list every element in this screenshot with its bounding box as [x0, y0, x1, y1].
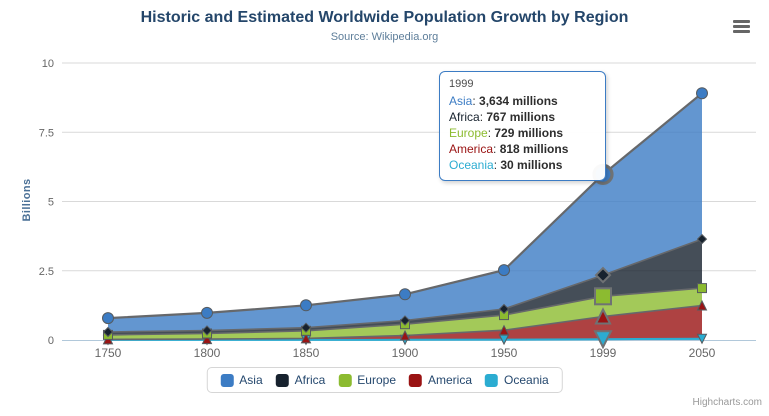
legend-item-asia[interactable]: Asia — [220, 373, 263, 387]
marker-africa-1800[interactable] — [201, 325, 213, 336]
legend-swatch-oceania — [485, 373, 499, 387]
y-tick-label: 0 — [48, 335, 54, 347]
marker-america-1950[interactable] — [498, 324, 510, 336]
hamburger-icon — [733, 20, 750, 23]
area-asia[interactable] — [108, 93, 702, 332]
marker-africa-1750[interactable] — [102, 326, 114, 338]
y-tick-label: 7.5 — [39, 127, 54, 139]
marker-africa-1850[interactable] — [300, 322, 312, 333]
tooltip-row-oceania: Oceania: 30 millions — [449, 158, 563, 172]
x-tick-label: 2050 — [689, 346, 716, 360]
marker-africa-1999[interactable] — [594, 266, 612, 284]
legend-swatch-america — [409, 373, 423, 387]
marker-africa-1950[interactable] — [498, 303, 510, 315]
x-tick-label: 1850 — [293, 346, 320, 360]
marker-asia-1950[interactable] — [498, 264, 510, 277]
area-america[interactable] — [108, 305, 702, 340]
x-tick-label: 1750 — [95, 346, 122, 360]
legend: Asia Africa Europe America Oceania — [206, 367, 563, 393]
marker-oceania-2050[interactable] — [696, 333, 708, 345]
marker-asia-1850[interactable] — [300, 299, 312, 312]
marker-asia-1800[interactable] — [201, 306, 213, 319]
tooltip-row-asia: Asia: 3,634 millions — [449, 94, 558, 108]
marker-europe-1999[interactable] — [594, 287, 612, 306]
tooltip-row-africa: Africa: 767 millions — [449, 110, 556, 124]
legend-item-europe[interactable]: Europe — [338, 373, 396, 387]
legend-label: Africa — [294, 373, 326, 387]
marker-america-1900[interactable] — [399, 329, 411, 341]
tooltip-row-europe: Europe: 729 millions — [449, 126, 564, 140]
tooltip-header: 1999 — [449, 78, 474, 90]
chart-subtitle: Source: Wikipedia.org — [330, 31, 439, 43]
y-tick-label: 5 — [48, 197, 54, 209]
legend-swatch-africa — [275, 373, 289, 387]
y-tick-label: 2.5 — [39, 266, 54, 278]
legend-swatch-asia — [220, 373, 234, 387]
legend-item-africa[interactable]: Africa — [275, 373, 326, 387]
marker-africa-2050[interactable] — [696, 233, 708, 245]
legend-label: Oceania — [504, 373, 549, 387]
tooltip: 1999 Asia: 3,634 millions Africa: 767 mil… — [439, 71, 606, 181]
marker-asia-1900[interactable] — [399, 288, 411, 301]
marker-europe-2050[interactable] — [697, 283, 707, 294]
legend-label: America — [428, 373, 473, 387]
marker-oceania-1999[interactable] — [593, 330, 613, 350]
marker-america-1999[interactable] — [594, 307, 612, 325]
area-africa[interactable] — [108, 239, 702, 335]
legend-label: Asia — [239, 373, 263, 387]
tooltip-rows: Asia: 3,634 millions Africa: 767 millions… — [449, 93, 595, 173]
legend-swatch-europe — [338, 373, 352, 387]
legend-item-america[interactable]: America — [409, 373, 472, 387]
x-tick-label: 1800 — [194, 346, 221, 360]
legend-item-oceania[interactable]: Oceania — [485, 373, 549, 387]
x-tick-label: 1950 — [491, 346, 518, 360]
x-tick-label: 1900 — [392, 346, 419, 360]
marker-america-1800[interactable] — [201, 333, 213, 345]
marker-america-2050[interactable] — [696, 299, 708, 311]
x-tick-label: 1999 — [590, 346, 617, 360]
marker-asia-1750[interactable] — [102, 312, 114, 325]
legend-label: Europe — [357, 373, 397, 387]
marker-america-1850[interactable] — [300, 332, 312, 344]
credits-link[interactable]: Highcharts.com — [692, 397, 762, 408]
marker-asia-2050[interactable] — [696, 87, 708, 100]
y-tick-label: 10 — [42, 58, 54, 70]
export-menu-button[interactable] — [733, 20, 750, 33]
tooltip-row-america: America: 818 millions — [449, 142, 569, 156]
marker-africa-1900[interactable] — [399, 315, 411, 326]
chart-title: Historic and Estimated Worldwide Populat… — [140, 9, 629, 26]
